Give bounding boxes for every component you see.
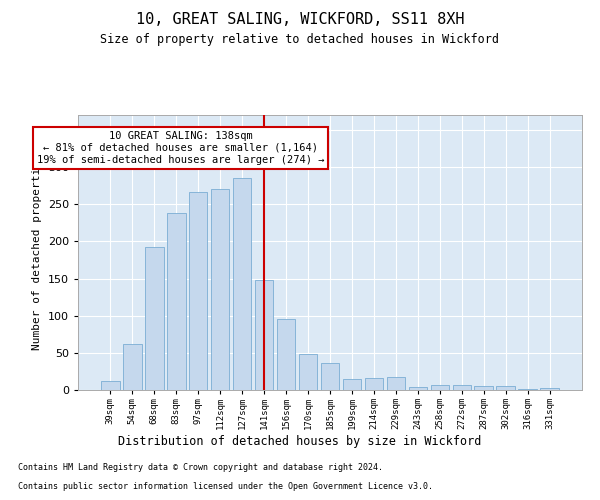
Text: Size of property relative to detached houses in Wickford: Size of property relative to detached ho…: [101, 32, 499, 46]
Bar: [123, 344, 142, 390]
Bar: [255, 280, 274, 390]
Bar: [386, 378, 405, 390]
Bar: [320, 363, 340, 390]
Bar: [167, 213, 185, 390]
Bar: [343, 379, 361, 390]
Bar: [101, 381, 119, 390]
Bar: [452, 385, 471, 390]
Bar: [145, 248, 164, 390]
Bar: [211, 190, 229, 390]
Bar: [299, 354, 317, 390]
Bar: [475, 386, 493, 390]
Bar: [409, 387, 427, 390]
Text: Contains HM Land Registry data © Crown copyright and database right 2024.: Contains HM Land Registry data © Crown c…: [18, 464, 383, 472]
Bar: [518, 388, 537, 390]
Bar: [541, 388, 559, 390]
Bar: [233, 178, 251, 390]
Bar: [365, 378, 383, 390]
Text: Contains public sector information licensed under the Open Government Licence v3: Contains public sector information licen…: [18, 482, 433, 491]
Bar: [277, 320, 295, 390]
Bar: [431, 385, 449, 390]
Bar: [496, 386, 515, 390]
Text: 10, GREAT SALING, WICKFORD, SS11 8XH: 10, GREAT SALING, WICKFORD, SS11 8XH: [136, 12, 464, 28]
Text: Distribution of detached houses by size in Wickford: Distribution of detached houses by size …: [118, 435, 482, 448]
Text: 10 GREAT SALING: 138sqm
← 81% of detached houses are smaller (1,164)
19% of semi: 10 GREAT SALING: 138sqm ← 81% of detache…: [37, 132, 325, 164]
Bar: [189, 192, 208, 390]
Y-axis label: Number of detached properties: Number of detached properties: [32, 154, 42, 350]
